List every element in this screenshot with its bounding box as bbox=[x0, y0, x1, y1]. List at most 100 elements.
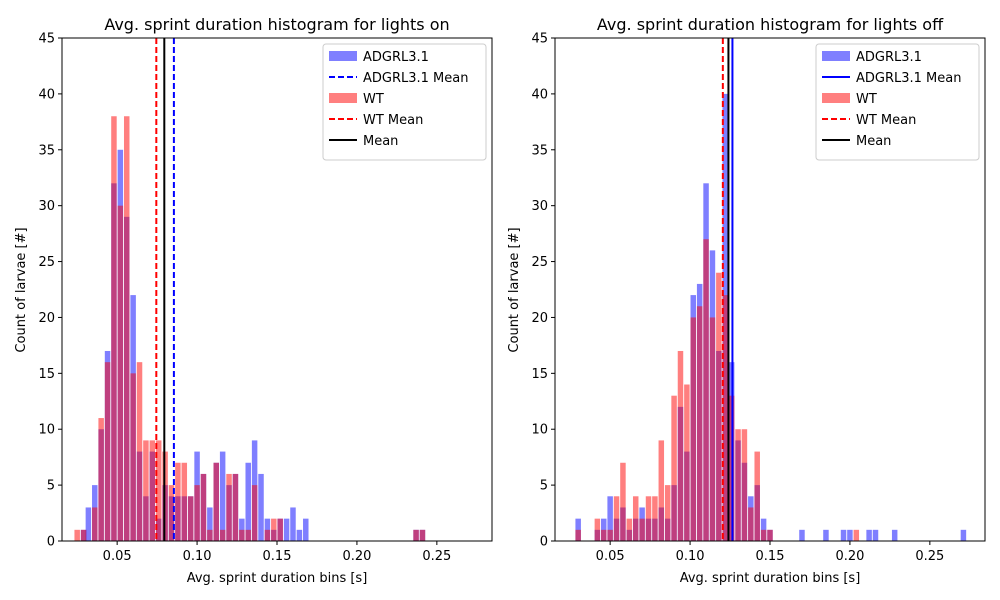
legend-label: ADGRL3.1 Mean bbox=[363, 71, 468, 86]
histogram-bar bbox=[652, 496, 658, 541]
histogram-bar bbox=[891, 529, 898, 541]
x-tick-label: 0.10 bbox=[676, 549, 705, 564]
x-axis-label: Avg. sprint duration bins [s] bbox=[187, 571, 368, 586]
histogram-bar bbox=[239, 529, 245, 541]
legend-label: Mean bbox=[856, 134, 891, 149]
histogram-bar bbox=[639, 518, 645, 541]
histogram-bar bbox=[419, 529, 426, 541]
histogram-bar bbox=[187, 496, 194, 541]
y-tick-label: 25 bbox=[531, 255, 548, 270]
histogram-bar bbox=[181, 462, 188, 541]
x-tick-label: 0.15 bbox=[756, 549, 785, 564]
histogram-bar bbox=[613, 496, 620, 541]
histogram-bar bbox=[104, 362, 111, 541]
legend-label: WT Mean bbox=[363, 113, 423, 128]
histogram-bar bbox=[671, 395, 677, 541]
x-tick-label: 0.05 bbox=[596, 549, 625, 564]
legend-label: ADGRL3.1 bbox=[363, 50, 429, 65]
chart-title: Avg. sprint duration histogram for light… bbox=[597, 15, 944, 34]
histogram-bar bbox=[872, 529, 879, 541]
histogram-bar bbox=[117, 205, 124, 541]
histogram-bar bbox=[219, 451, 226, 541]
histogram-bar bbox=[601, 529, 607, 541]
histogram-bar bbox=[149, 440, 156, 541]
histogram-bar bbox=[111, 116, 117, 541]
legend-box bbox=[322, 43, 487, 161]
x-axis-label: Avg. sprint duration bins [s] bbox=[680, 571, 861, 586]
y-tick-label: 40 bbox=[531, 87, 548, 102]
histogram-bar bbox=[207, 507, 213, 541]
histogram-bar bbox=[703, 239, 709, 541]
y-tick-label: 5 bbox=[47, 479, 55, 494]
legend-label: Mean bbox=[363, 134, 398, 149]
histogram-bar bbox=[735, 429, 741, 541]
histogram-bar bbox=[748, 507, 754, 541]
y-axis-label: Count of larvae [#] bbox=[507, 227, 522, 352]
histogram-bar bbox=[258, 473, 264, 541]
chart-lights-on: Avg. sprint duration histogram for light… bbox=[14, 15, 493, 586]
y-tick-label: 30 bbox=[531, 199, 548, 214]
histogram-bar bbox=[143, 440, 149, 541]
histogram-bar bbox=[684, 384, 690, 541]
histogram-bar bbox=[799, 529, 805, 541]
chart-lights-off: Avg. sprint duration histogram for light… bbox=[507, 15, 986, 586]
histogram-bar bbox=[200, 473, 207, 541]
y-tick-label: 20 bbox=[38, 311, 55, 326]
histogram-bar bbox=[823, 529, 829, 541]
y-tick-label: 10 bbox=[531, 423, 548, 438]
histogram-bar bbox=[620, 462, 626, 541]
legend-label: ADGRL3.1 bbox=[856, 50, 922, 65]
histogram-bar bbox=[847, 529, 853, 541]
histogram-bar bbox=[283, 518, 290, 541]
x-tick-label: 0.20 bbox=[342, 549, 371, 564]
histogram-bar bbox=[194, 485, 200, 541]
histogram-bar bbox=[690, 317, 697, 541]
legend-label: ADGRL3.1 Mean bbox=[856, 71, 961, 86]
histogram-bar bbox=[767, 529, 773, 541]
histogram-bar bbox=[226, 473, 232, 541]
histogram-bar bbox=[626, 518, 633, 541]
histogram-bar bbox=[245, 529, 251, 541]
histogram-bar bbox=[632, 496, 639, 541]
histogram-bar bbox=[677, 350, 684, 541]
legend: ADGRL3.1 ADGRL3.1 Mean WT WT Mean Mean bbox=[322, 43, 487, 161]
y-tick-label: 45 bbox=[38, 32, 55, 47]
chart-title: Avg. sprint duration histogram for light… bbox=[104, 15, 449, 34]
y-tick-label: 40 bbox=[38, 87, 55, 102]
y-tick-label: 20 bbox=[531, 311, 548, 326]
y-tick-label: 0 bbox=[540, 535, 548, 550]
histogram-bar bbox=[264, 529, 271, 541]
histogram-bar bbox=[575, 529, 581, 541]
histogram-bar bbox=[123, 116, 130, 541]
histogram-bar bbox=[277, 518, 283, 541]
histogram-bar bbox=[658, 440, 665, 541]
y-tick-label: 45 bbox=[531, 32, 548, 47]
histogram-bar bbox=[207, 529, 213, 541]
legend-label: WT bbox=[363, 92, 384, 107]
histogram-bar bbox=[213, 462, 219, 541]
y-tick-label: 15 bbox=[531, 367, 548, 382]
plot-area: 0.05 0.10 0.15 0.20 0.25 0 5 10 15 20 25 30 35 40 45 AD… bbox=[531, 32, 986, 564]
histogram-bar bbox=[251, 485, 258, 541]
histogram-bar bbox=[271, 518, 277, 541]
legend-box bbox=[815, 43, 980, 161]
histogram-bar bbox=[607, 496, 613, 541]
x-tick-label: 0.25 bbox=[422, 549, 451, 564]
histogram-bar bbox=[175, 462, 181, 541]
histogram-bar bbox=[413, 529, 419, 541]
histogram-bar bbox=[709, 317, 716, 541]
histogram-bar bbox=[232, 473, 239, 541]
histogram-bar bbox=[716, 272, 722, 541]
y-tick-label: 5 bbox=[540, 479, 548, 494]
histogram-bar bbox=[840, 529, 847, 541]
histogram-bar bbox=[607, 529, 613, 541]
histogram-bar bbox=[219, 529, 226, 541]
y-tick-label: 35 bbox=[38, 143, 55, 158]
histogram-bar bbox=[155, 440, 162, 541]
x-tick-label: 0.20 bbox=[835, 549, 864, 564]
histogram-bar bbox=[296, 529, 303, 541]
y-tick-label: 25 bbox=[38, 255, 55, 270]
histogram-bar bbox=[136, 362, 143, 541]
y-tick-label: 0 bbox=[47, 535, 55, 550]
histogram-bar bbox=[130, 373, 136, 541]
